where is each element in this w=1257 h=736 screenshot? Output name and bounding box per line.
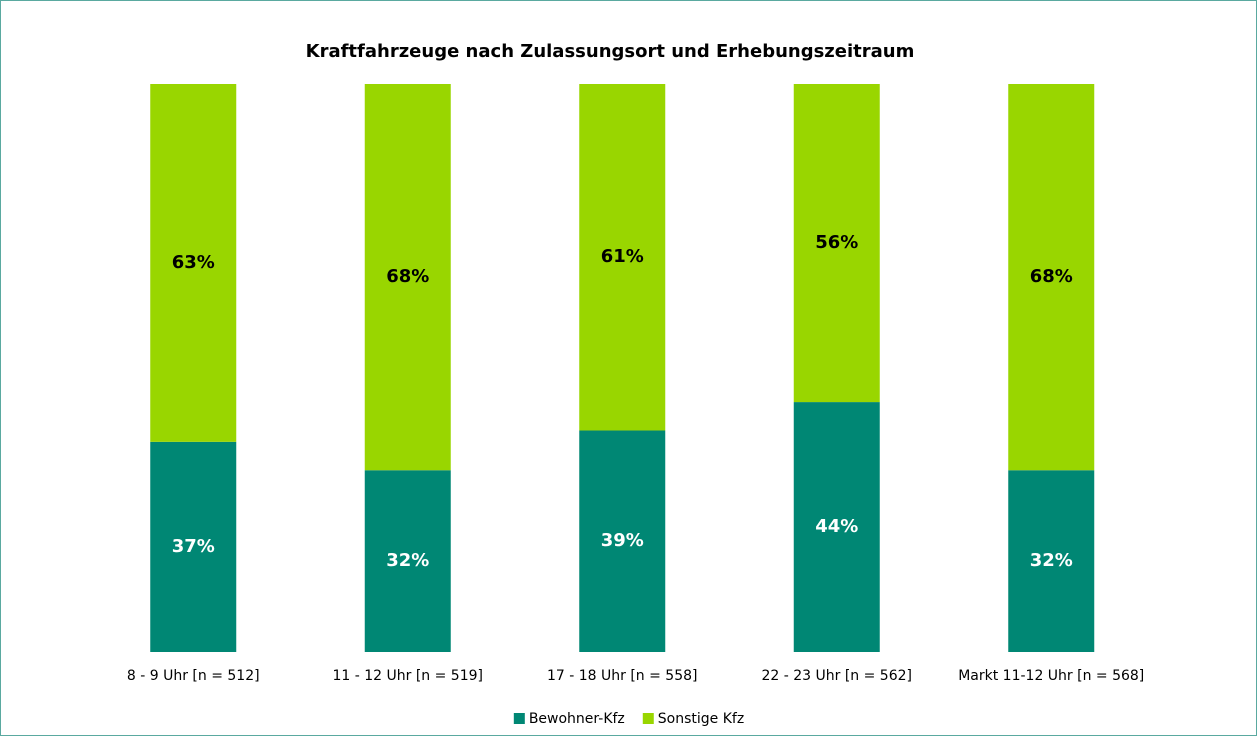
bar-segment bbox=[150, 84, 237, 442]
x-tick-label: 17 - 18 Uhr [n = 558] bbox=[547, 668, 698, 684]
x-tick-label: 11 - 12 Uhr [n = 519] bbox=[332, 668, 483, 684]
bar-segment bbox=[364, 470, 451, 652]
data-label: 63% bbox=[172, 252, 215, 273]
data-label: 32% bbox=[1030, 550, 1073, 571]
chart-title: Kraftfahrzeuge nach Zulassungsort und Er… bbox=[306, 41, 915, 62]
legend-swatch bbox=[642, 713, 654, 724]
legend: Bewohner-Kfz Sonstige Kfz bbox=[513, 711, 744, 727]
legend-label: Bewohner-Kfz bbox=[529, 711, 625, 727]
x-tick-label: Markt 11-12 Uhr [n = 568] bbox=[958, 668, 1144, 684]
data-label: 37% bbox=[172, 536, 215, 557]
bar-segment bbox=[579, 84, 666, 431]
x-tick-label: 8 - 9 Uhr [n = 512] bbox=[127, 668, 260, 684]
bar-segment bbox=[150, 441, 237, 652]
data-label: 39% bbox=[601, 530, 644, 551]
legend-swatch bbox=[513, 713, 525, 724]
data-label: 32% bbox=[386, 550, 429, 571]
bar-segment bbox=[1008, 470, 1095, 652]
x-tick-label: 22 - 23 Uhr [n = 562] bbox=[761, 668, 912, 684]
data-label: 68% bbox=[386, 266, 429, 287]
data-label: 68% bbox=[1030, 266, 1073, 287]
legend-label: Sonstige Kfz bbox=[658, 711, 744, 727]
data-label: 56% bbox=[815, 232, 858, 253]
bar-segment bbox=[364, 84, 451, 471]
data-label: 44% bbox=[815, 516, 858, 537]
bar-segment bbox=[579, 430, 666, 652]
bar-segment bbox=[793, 402, 880, 652]
data-label: 61% bbox=[601, 246, 644, 267]
bar-segment bbox=[793, 84, 880, 403]
bar-segment bbox=[1008, 84, 1095, 471]
